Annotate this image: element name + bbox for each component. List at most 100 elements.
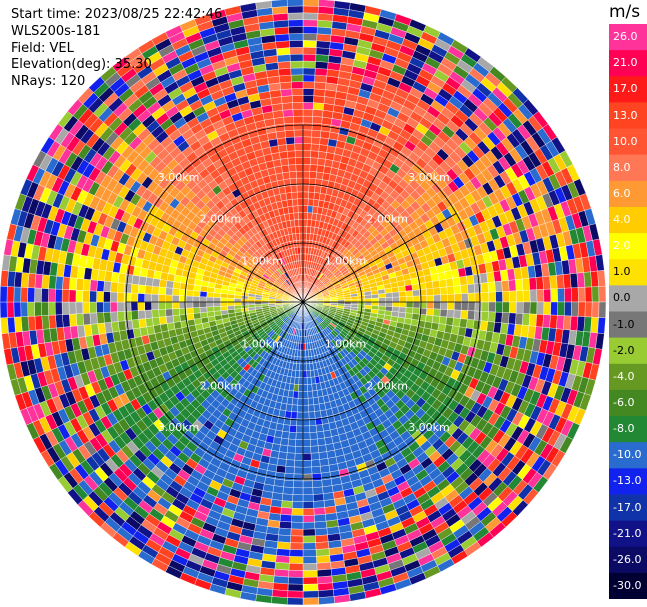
ray-gate-cell [425, 281, 434, 290]
ray-gate-cell [302, 129, 313, 138]
ray-gate-cell [480, 282, 489, 293]
ray-gate-cell [297, 391, 304, 399]
ray-gate-cell [316, 555, 331, 564]
ray-gate-cell [131, 319, 140, 330]
ray-gate-cell [302, 47, 317, 55]
ray-gate-cell [302, 411, 310, 420]
ray-gate-cell [192, 290, 201, 297]
ray-gate-cell [317, 437, 326, 446]
ray-gate-cell [542, 314, 551, 329]
ray-gate-cell [302, 5, 319, 14]
ray-gate-cell [318, 596, 335, 605]
ray-gate-cell [293, 480, 304, 489]
ray-gate-cell [281, 493, 294, 502]
ray-gate-cell [302, 439, 311, 447]
ray-gate-cell [290, 521, 304, 530]
ray-gate-cell [398, 285, 406, 293]
ray-gate-cell [41, 274, 50, 289]
ray-gate-cell [151, 286, 160, 295]
ray-gate-cell [75, 289, 84, 303]
ray-gate-cell [445, 278, 454, 288]
ray-gate-cell [425, 314, 434, 323]
ray-gate-cell [501, 280, 510, 292]
ray-gate-cell [302, 528, 316, 537]
ray-gate-cell [302, 40, 317, 48]
ray-gate-cell [302, 370, 308, 378]
ray-gate-cell [302, 446, 312, 454]
ray-gate-cell [0, 301, 8, 319]
ray-gate-cell [318, 0, 335, 8]
ray-gate-cell [110, 311, 119, 323]
ray-gate-cell [165, 315, 174, 324]
ray-gate-cell [302, 164, 311, 172]
ray-gate-cell [312, 109, 324, 118]
ray-gate-cell [240, 298, 249, 303]
ray-gate-cell [123, 301, 132, 312]
ray-gate-cell [528, 277, 537, 291]
ray-gate-cell [34, 301, 42, 317]
ray-gate-cell [406, 301, 414, 308]
ray-gate-cell [302, 219, 308, 227]
ray-gate-cell [474, 283, 482, 294]
ray-gate-cell [461, 293, 469, 303]
ray-gate-cell [311, 473, 322, 481]
ray-gate-cell [274, 568, 290, 578]
ray-gate-cell [145, 276, 154, 287]
ray-gate-cell [522, 313, 531, 326]
ray-gate-cell [294, 453, 304, 461]
ray-gate-cell [516, 301, 524, 314]
ray-gate-cell [292, 397, 299, 406]
ray-gate-cell [447, 301, 455, 311]
ray-gate-cell [302, 494, 314, 502]
ray-gate-cell [467, 283, 476, 294]
ray-gate-cell [480, 311, 489, 322]
ray-gate-cell [317, 582, 334, 591]
ray-gate-cell [412, 301, 421, 309]
ray-gate-cell [432, 315, 441, 324]
ray-gate-cell [289, 556, 304, 564]
ray-gate-cell [137, 293, 145, 303]
ray-gate-cell [144, 309, 153, 319]
ray-gate-cell [316, 40, 331, 49]
ray-gate-cell [357, 298, 366, 303]
ray-gate-cell [549, 275, 558, 290]
ray-gate-cell [131, 274, 140, 285]
ray-gate-cell [481, 301, 490, 312]
ray-gate-cell [292, 390, 299, 399]
ray-gate-cell [199, 301, 207, 308]
ray-gate-cell [502, 301, 510, 313]
ray-gate-cell [590, 316, 599, 334]
ray-gate-cell [412, 295, 421, 303]
ray-gate-cell [399, 301, 407, 308]
ray-gate-cell [137, 284, 146, 294]
ray-gate-cell [403, 278, 413, 286]
ray-gate-cell [569, 273, 579, 289]
ray-gate-cell [159, 279, 168, 288]
ray-gate-cell [291, 508, 304, 516]
ray-gate-cell [27, 315, 37, 331]
ray-gate-cell [316, 562, 332, 571]
ray-gate-cell [398, 306, 407, 313]
ray-gate-cell [292, 494, 304, 502]
ray-gate-cell [96, 312, 105, 324]
ray-gate-cell [317, 589, 335, 598]
ray-gate-cell [591, 286, 600, 303]
ray-gate-cell [116, 301, 125, 312]
ray-gate-cell [550, 288, 558, 303]
ray-gate-cell [295, 432, 304, 440]
ray-gate-cell [391, 306, 400, 313]
ray-gate-cell [311, 123, 322, 131]
ray-gate-cell [220, 297, 228, 303]
ray-gate-cell [298, 370, 304, 378]
ray-gate-cell [309, 164, 318, 173]
ray-gate-cell [0, 317, 9, 334]
ray-gate-cell [302, 597, 320, 606]
ray-gate-cell [316, 26, 332, 36]
ray-gate-cell [144, 293, 152, 303]
ray-gate-cell [385, 301, 393, 307]
ray-gate-cell [302, 102, 314, 110]
ray-gate-cell [293, 466, 304, 475]
ray-gate-cell [34, 315, 43, 331]
ray-gate-cell [569, 315, 579, 331]
